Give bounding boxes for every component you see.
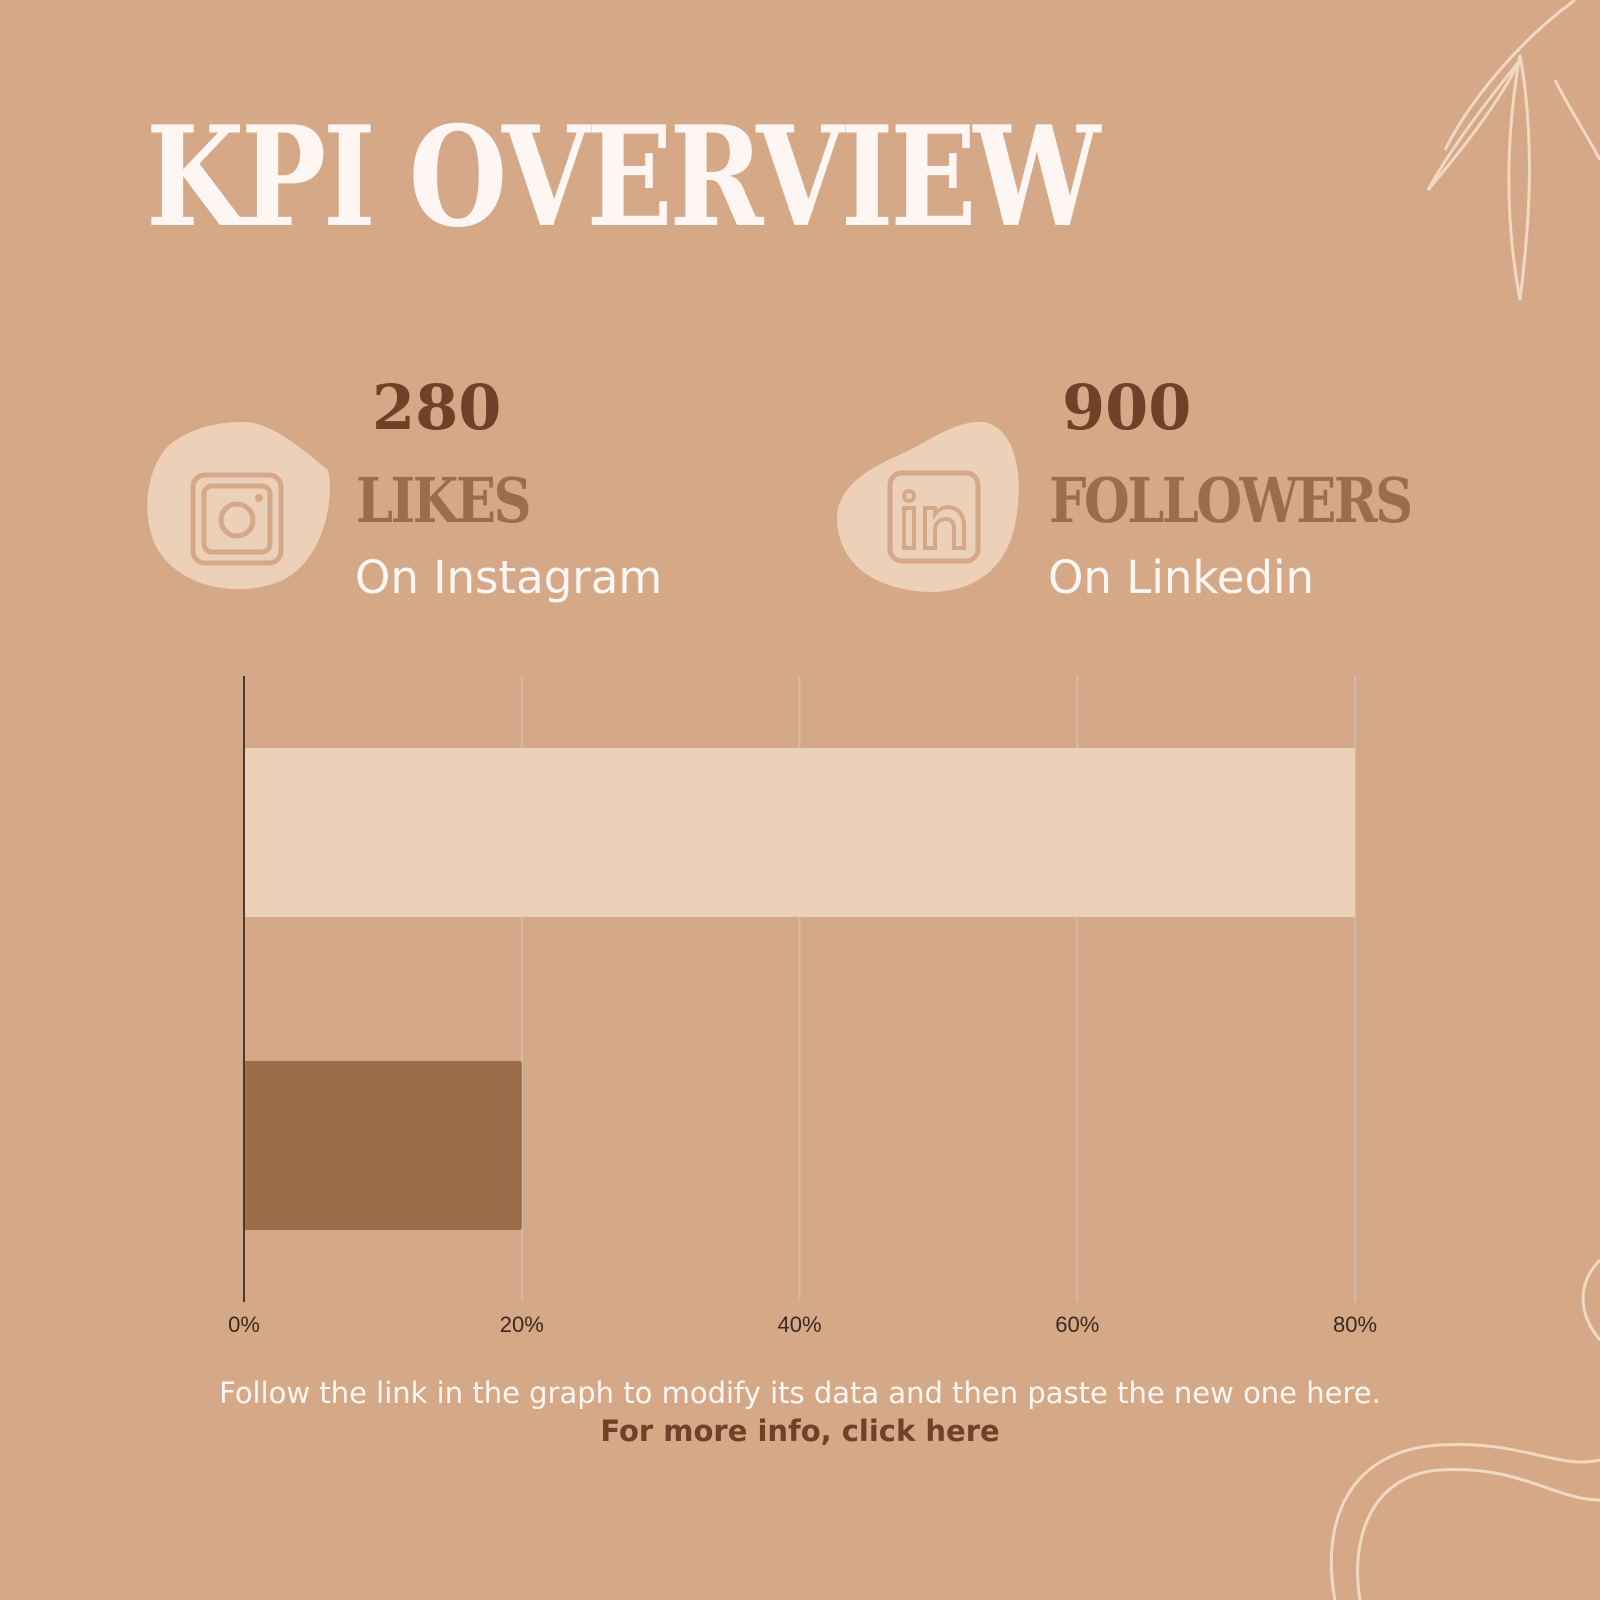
x-tick-label: 20% xyxy=(500,1312,544,1337)
followers-label: FOLLOWERS xyxy=(1049,464,1413,537)
page-title: KPI OVERVIEW xyxy=(146,95,1100,258)
bar xyxy=(244,747,1355,918)
x-tick-label: 0% xyxy=(228,1312,260,1337)
x-tick-label: 60% xyxy=(1055,1312,1099,1337)
bar-chart: 0% 20% 40% 60% 80% xyxy=(228,676,1377,1337)
bar xyxy=(244,1060,522,1231)
followers-sub: On Linkedin xyxy=(1048,551,1315,604)
likes-label: LIKES xyxy=(356,464,532,537)
more-info-link[interactable]: For more info, click here xyxy=(600,1414,1000,1448)
likes-sub: On Instagram xyxy=(355,551,663,604)
linkedin-icon xyxy=(887,470,981,564)
footer-note: Follow the link in the graph to modify i… xyxy=(200,1374,1400,1450)
instagram-icon xyxy=(190,472,284,566)
followers-value: 900 xyxy=(1062,371,1192,444)
x-tick-label: 80% xyxy=(1333,1312,1377,1337)
footer-text: Follow the link in the graph to modify i… xyxy=(219,1376,1381,1410)
x-tick-label: 40% xyxy=(777,1312,821,1337)
likes-value: 280 xyxy=(372,371,502,444)
